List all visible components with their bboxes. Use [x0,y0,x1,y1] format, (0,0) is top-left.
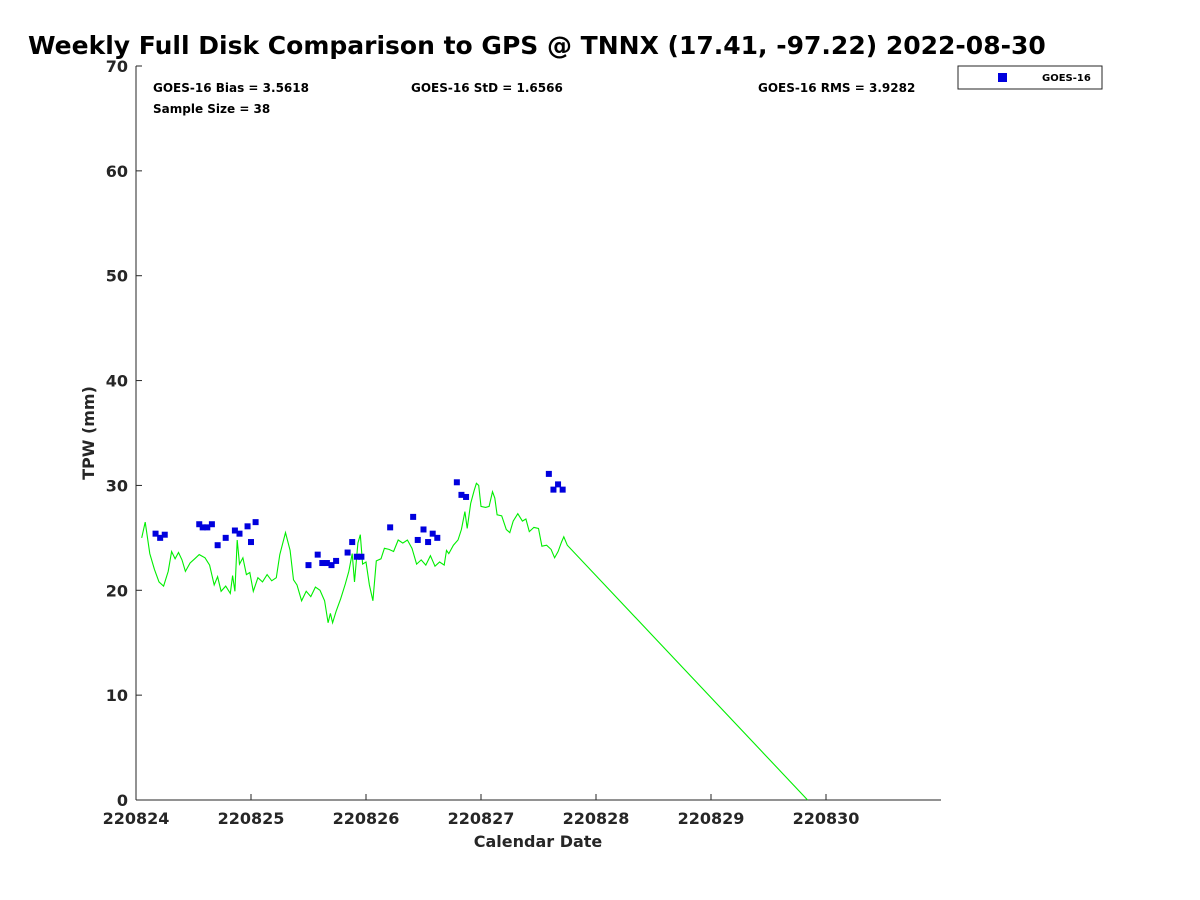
data-point [314,551,321,558]
x-tick-label: 220829 [678,809,745,828]
data-point [236,530,243,537]
bias-stat: GOES-16 Bias = 3.5618 [153,81,309,95]
legend-marker-square [998,73,1007,82]
y-ticks: 0 10 20 30 40 50 60 70 [106,57,142,810]
data-point [231,527,238,534]
series-line-gps [141,482,809,801]
data-point [344,549,351,556]
data-point [204,524,211,531]
plot-area [135,66,941,801]
data-point [349,539,356,546]
x-tick-label: 220824 [103,809,170,828]
data-point [463,493,470,500]
data-point [252,519,259,526]
legend: GOES-16 [957,65,1103,90]
data-point [157,534,164,541]
chart-title: Weekly Full Disk Comparison to GPS @ TNN… [28,31,1046,60]
y-tick-label: 10 [106,686,128,705]
data-point [550,486,557,493]
data-point [425,539,432,546]
data-point [333,557,340,564]
y-tick-label: 40 [106,372,128,391]
data-point [328,562,335,569]
y-tick-label: 60 [106,162,128,181]
legend-label: GOES-16 [1042,73,1091,84]
data-point [545,470,552,477]
y-tick-label: 20 [106,581,128,600]
data-point [319,560,326,567]
legend-box [957,65,1103,90]
data-point [429,530,436,537]
data-point [161,531,168,538]
data-point [244,523,251,530]
data-point [222,534,229,541]
data-point [199,524,206,531]
data-point [434,534,441,541]
x-tick-label: 220828 [563,809,630,828]
data-point [152,530,159,537]
data-point [414,536,421,543]
data-point [420,526,427,533]
std-stat: GOES-16 StD = 1.6566 [411,81,563,95]
data-point [555,481,562,488]
data-point [387,524,394,531]
data-point [453,479,460,486]
y-axis-label: TPW (mm) [79,386,98,480]
rms-stat: GOES-16 RMS = 3.9282 [758,81,915,95]
x-ticks: 220824 220825 220826 220827 220828 220829 2208… [103,794,860,828]
y-tick-label: 0 [117,791,128,810]
x-tick-label: 220826 [333,809,400,828]
line-series [141,482,809,801]
data-point [410,513,417,520]
y-tick-label: 50 [106,267,128,286]
data-point [353,553,360,560]
x-tick-label: 220827 [448,809,515,828]
data-point [196,521,203,528]
data-point [214,542,221,549]
y-tick-label: 30 [106,476,128,495]
y-tick-label: 70 [106,57,128,76]
data-point [208,521,215,528]
data-point [305,562,312,569]
data-point [458,491,465,498]
sample-size-stat: Sample Size = 38 [153,102,270,116]
data-point [323,560,330,567]
data-point [248,539,254,546]
scatter-series [152,470,566,569]
x-tick-label: 220830 [793,809,860,828]
data-point [358,553,365,560]
x-tick-label: 220825 [218,809,285,828]
x-axis-label: Calendar Date [474,832,603,851]
data-point [559,486,566,493]
